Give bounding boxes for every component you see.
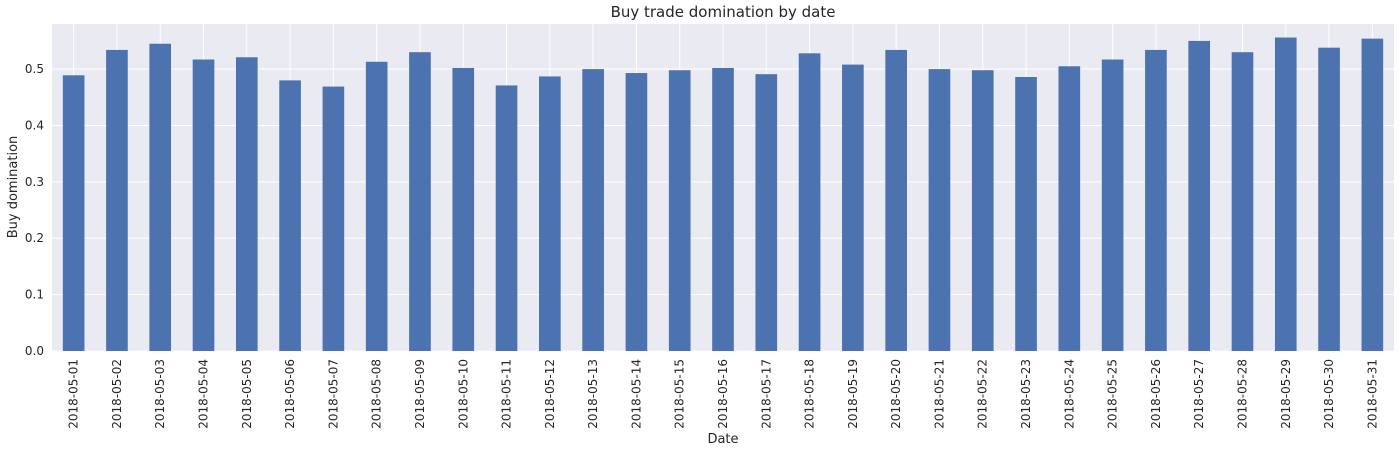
bar-2018-05-25 [1101, 59, 1124, 351]
x-tick-label: 2018-05-20 [889, 359, 903, 429]
bar-2018-05-08 [365, 61, 388, 351]
x-tick-label: 2018-05-09 [413, 359, 427, 429]
x-tick-label: 2018-05-27 [1192, 359, 1206, 429]
bar-2018-05-30 [1318, 47, 1340, 351]
y-tick-label: 0.4 [25, 118, 44, 132]
x-tick-label: 2018-05-11 [500, 359, 514, 429]
y-tick-label: 0.2 [25, 231, 44, 245]
x-tick-label: 2018-05-23 [1019, 359, 1033, 429]
x-tick-label: 2018-05-15 [673, 359, 687, 429]
y-tick-label: 0.0 [25, 344, 44, 358]
bar-2018-05-20 [885, 49, 907, 352]
bar-2018-05-26 [1145, 49, 1167, 352]
bar-2018-05-09 [409, 52, 431, 351]
x-tick-label: 2018-05-07 [326, 359, 340, 429]
x-tick-label: 2018-05-21 [932, 359, 946, 429]
bar-2018-05-22 [971, 70, 994, 352]
bar-2018-05-07 [322, 86, 345, 352]
bar-2018-05-21 [928, 69, 951, 351]
x-tick-label: 2018-05-19 [846, 359, 860, 429]
x-tick-label: 2018-05-26 [1149, 359, 1163, 429]
bar-2018-05-01 [62, 75, 85, 351]
x-tick-label: 2018-05-30 [1322, 359, 1336, 429]
bar-2018-05-12 [539, 76, 561, 351]
bar-2018-05-19 [842, 64, 864, 351]
x-axis-label: Date [707, 432, 738, 447]
bar-2018-05-03 [149, 43, 172, 351]
x-tick-label: 2018-05-13 [586, 359, 600, 429]
bar-2018-05-17 [755, 74, 778, 352]
chart-title: Buy trade domination by date [611, 3, 836, 21]
bar-2018-05-23 [1015, 76, 1037, 351]
bar-2018-05-06 [279, 80, 301, 352]
bar-2018-05-11 [495, 85, 518, 352]
bar-2018-05-15 [668, 70, 691, 352]
bar-2018-05-27 [1188, 40, 1211, 352]
bar-2018-05-04 [192, 59, 215, 351]
y-tick-label: 0.1 [25, 288, 44, 302]
x-tick-label: 2018-05-06 [283, 359, 297, 429]
bars [62, 37, 1384, 352]
x-tick-label: 2018-05-28 [1235, 359, 1249, 429]
bar-2018-05-18 [798, 53, 821, 352]
x-tick-label: 2018-05-24 [1062, 359, 1076, 429]
y-tick-label: 0.3 [25, 175, 44, 189]
x-tick-label: 2018-05-03 [153, 359, 167, 429]
x-axis-ticks: 2018-05-01 2018-05-02 2018-05-03 2018-05-04… [67, 359, 1380, 429]
bar-2018-05-02 [106, 49, 128, 352]
x-tick-label: 2018-05-31 [1365, 359, 1379, 429]
bar-2018-05-05 [235, 57, 258, 351]
x-tick-label: 2018-05-17 [759, 359, 773, 429]
x-tick-label: 2018-05-02 [110, 359, 124, 429]
x-tick-label: 2018-05-01 [67, 359, 81, 429]
bar-2018-05-16 [712, 67, 734, 351]
y-axis-ticks: 0.0 0.1 0.2 0.3 0.4 0.5 [25, 62, 44, 358]
x-tick-label: 2018-05-29 [1279, 359, 1293, 429]
x-tick-label: 2018-05-08 [370, 359, 384, 429]
y-axis-label: Buy domination [6, 136, 21, 239]
x-tick-label: 2018-05-05 [240, 359, 254, 429]
bar-2018-05-24 [1058, 66, 1081, 351]
x-tick-label: 2018-05-22 [976, 359, 990, 429]
bar-2018-05-13 [582, 69, 604, 351]
bar-2018-05-14 [625, 73, 648, 352]
x-tick-label: 2018-05-12 [543, 359, 557, 429]
bar-2018-05-10 [452, 67, 475, 351]
x-tick-label: 2018-05-18 [803, 359, 817, 429]
y-tick-label: 0.5 [25, 62, 44, 76]
x-tick-label: 2018-05-25 [1106, 359, 1120, 429]
x-tick-label: 2018-05-14 [629, 359, 643, 429]
bar-2018-05-29 [1274, 37, 1297, 351]
x-tick-label: 2018-05-16 [716, 359, 730, 429]
bar-2018-05-28 [1231, 52, 1254, 351]
bar-2018-05-31 [1361, 38, 1384, 351]
x-tick-label: 2018-05-04 [197, 359, 211, 429]
x-tick-label: 2018-05-10 [456, 359, 470, 429]
